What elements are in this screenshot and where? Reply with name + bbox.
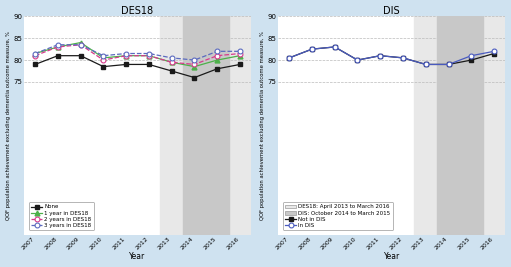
X-axis label: Year: Year — [384, 252, 400, 261]
1 year in DES18 — [55, 45, 61, 49]
2 years in DES18 — [214, 54, 220, 57]
None — [214, 67, 220, 70]
1 year in DES18 — [123, 54, 129, 57]
2 years in DES18 — [169, 61, 175, 64]
None — [55, 54, 61, 57]
1 year in DES18 — [78, 41, 84, 44]
Not in DIS — [400, 56, 406, 60]
Y-axis label: QOF population achievement excluding dementia outcome measure, %: QOF population achievement excluding dem… — [6, 31, 11, 220]
Line: 3 years in DES18: 3 years in DES18 — [33, 42, 242, 62]
None — [146, 63, 152, 66]
2 years in DES18 — [146, 54, 152, 57]
3 years in DES18 — [146, 52, 152, 55]
1 year in DES18 — [191, 65, 197, 68]
3 years in DES18 — [169, 56, 175, 60]
Not in DIS — [377, 54, 383, 57]
In DIS — [332, 45, 338, 49]
None — [78, 54, 84, 57]
2 years in DES18 — [78, 43, 84, 46]
In DIS — [400, 56, 406, 60]
Line: 2 years in DES18: 2 years in DES18 — [33, 42, 242, 67]
In DIS — [377, 54, 383, 57]
Not in DIS — [423, 63, 429, 66]
Not in DIS — [468, 58, 474, 62]
1 year in DES18 — [214, 58, 220, 62]
3 years in DES18 — [32, 52, 38, 55]
2 years in DES18 — [191, 63, 197, 66]
Legend: DES18: April 2013 to March 2016, DIS: October 2014 to March 2015, Not in DIS, In: DES18: April 2013 to March 2016, DIS: Oc… — [283, 202, 393, 230]
Line: In DIS: In DIS — [287, 45, 497, 67]
Line: Not in DIS: Not in DIS — [287, 45, 497, 67]
3 years in DES18 — [100, 54, 106, 57]
1 year in DES18 — [32, 52, 38, 55]
1 year in DES18 — [146, 54, 152, 57]
Y-axis label: QOF population achievement excluding dementia outcome measure, %: QOF population achievement excluding dem… — [260, 31, 265, 220]
2 years in DES18 — [237, 52, 243, 55]
3 years in DES18 — [123, 52, 129, 55]
None — [237, 63, 243, 66]
Not in DIS — [286, 56, 292, 60]
1 year in DES18 — [237, 54, 243, 57]
Bar — [183, 16, 228, 235]
None — [191, 76, 197, 79]
Title: DES18: DES18 — [122, 6, 154, 15]
Line: 1 year in DES18: 1 year in DES18 — [33, 40, 242, 69]
3 years in DES18 — [191, 58, 197, 62]
None — [123, 63, 129, 66]
In DIS — [423, 63, 429, 66]
2 years in DES18 — [55, 45, 61, 49]
Bar — [160, 16, 251, 235]
3 years in DES18 — [78, 43, 84, 46]
None — [100, 65, 106, 68]
Legend: None, 1 year in DES18, 2 years in DES18, 3 years in DES18: None, 1 year in DES18, 2 years in DES18,… — [29, 202, 94, 230]
Not in DIS — [446, 63, 452, 66]
3 years in DES18 — [237, 50, 243, 53]
In DIS — [491, 50, 497, 53]
X-axis label: Year: Year — [129, 252, 146, 261]
Not in DIS — [491, 52, 497, 55]
3 years in DES18 — [214, 50, 220, 53]
Not in DIS — [309, 48, 315, 51]
None — [169, 69, 175, 73]
In DIS — [309, 48, 315, 51]
Line: None: None — [33, 53, 242, 80]
1 year in DES18 — [100, 56, 106, 60]
In DIS — [446, 63, 452, 66]
Not in DIS — [355, 58, 361, 62]
2 years in DES18 — [100, 58, 106, 62]
Bar — [414, 16, 505, 235]
Not in DIS — [332, 45, 338, 49]
2 years in DES18 — [32, 54, 38, 57]
None — [32, 63, 38, 66]
1 year in DES18 — [169, 61, 175, 64]
2 years in DES18 — [123, 54, 129, 57]
Bar — [437, 16, 483, 235]
In DIS — [355, 58, 361, 62]
In DIS — [468, 54, 474, 57]
3 years in DES18 — [55, 43, 61, 46]
Title: DIS: DIS — [383, 6, 400, 15]
In DIS — [286, 56, 292, 60]
